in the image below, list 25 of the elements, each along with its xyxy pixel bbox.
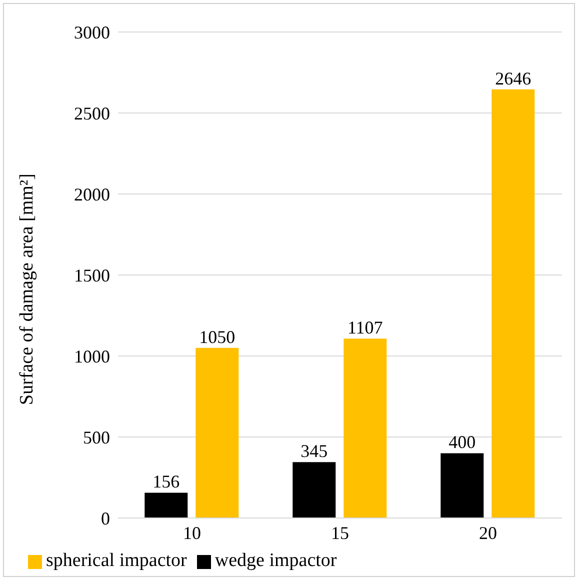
y-tick-label: 500 xyxy=(83,427,110,448)
bar xyxy=(196,348,239,518)
bar xyxy=(344,338,387,518)
data-label: 1050 xyxy=(199,326,236,347)
y-axis-title: Surface of damage area [mm²] xyxy=(16,174,38,405)
y-tick-label: 1500 xyxy=(74,265,110,286)
data-label: 2646 xyxy=(495,68,532,88)
bar xyxy=(144,492,188,518)
data-label: 1107 xyxy=(347,318,383,338)
y-tick-label: 3000 xyxy=(74,22,110,42)
data-label: 400 xyxy=(448,432,476,452)
y-tick-label: 2500 xyxy=(74,103,110,124)
bar xyxy=(440,453,484,518)
bar xyxy=(492,89,535,518)
bar xyxy=(292,462,336,518)
data-label: 345 xyxy=(300,441,328,462)
legend-label: spherical impactor xyxy=(46,550,187,571)
y-tick-label: 0 xyxy=(101,508,110,528)
y-tick-label: 2000 xyxy=(74,184,110,204)
data-label: 156 xyxy=(152,472,180,492)
x-tick-label: 20 xyxy=(479,522,497,543)
y-tick-label: 1000 xyxy=(74,346,110,366)
x-tick-label: 10 xyxy=(183,522,201,543)
x-tick-label: 15 xyxy=(331,522,349,543)
legend-label: wedge impactor xyxy=(214,550,337,571)
